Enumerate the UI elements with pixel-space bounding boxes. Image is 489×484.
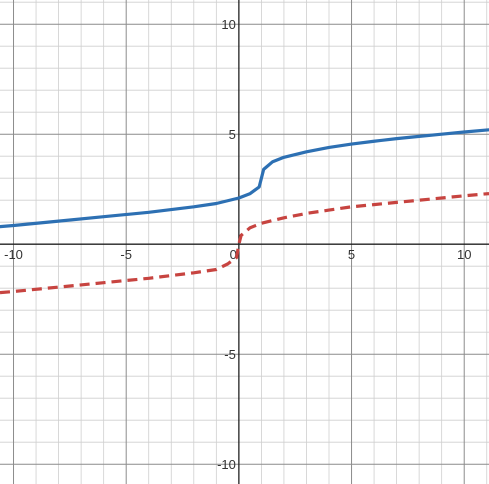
x-tick-label: -10 (4, 247, 23, 262)
x-tick-label: 0 (230, 247, 237, 262)
dashed-red-curve[interactable] (0, 192, 489, 295)
y-tick-label: 10 (221, 17, 235, 32)
y-tick-label: -5 (224, 347, 236, 362)
x-tick-label: 10 (457, 247, 471, 262)
y-tick-label: -10 (217, 457, 236, 472)
curves (0, 128, 489, 295)
x-tick-label: -5 (120, 247, 132, 262)
tick-labels: -10 -5 0 5 10 10 5 -5 -10 (4, 17, 471, 472)
x-tick-label: 5 (348, 247, 355, 262)
y-tick-label: 5 (229, 127, 236, 142)
solid-blue-curve[interactable] (0, 128, 489, 229)
